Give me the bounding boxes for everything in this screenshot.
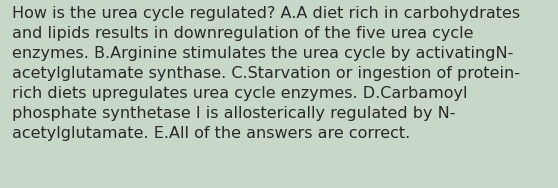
- Text: How is the urea cycle regulated? A.A diet rich in carbohydrates
and lipids resul: How is the urea cycle regulated? A.A die…: [12, 6, 521, 141]
